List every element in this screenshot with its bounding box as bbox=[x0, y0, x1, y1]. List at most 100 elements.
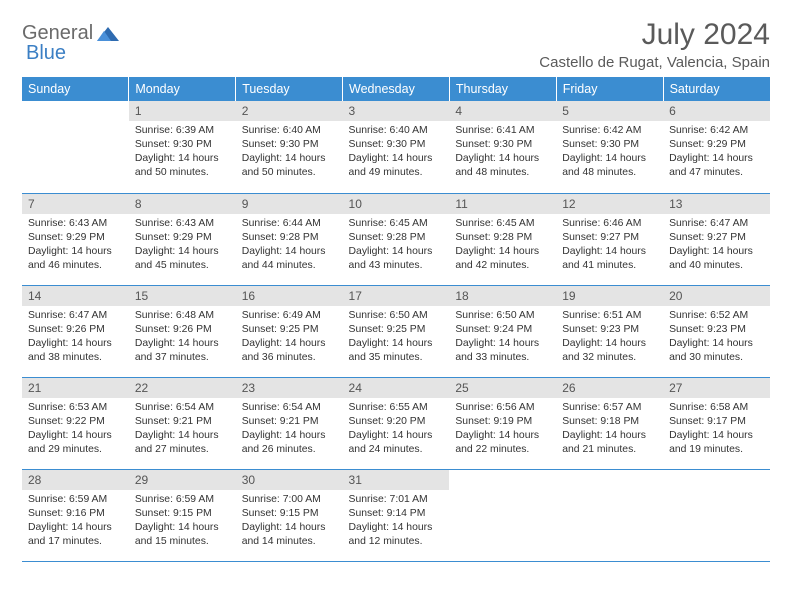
sunset-text: Sunset: 9:22 PM bbox=[28, 415, 123, 429]
sunset-text: Sunset: 9:30 PM bbox=[455, 138, 550, 152]
daylight-text: Daylight: 14 hours and 48 minutes. bbox=[562, 152, 657, 180]
daylight-text: Daylight: 14 hours and 38 minutes. bbox=[28, 337, 123, 365]
weekday-header: Sunday bbox=[22, 77, 129, 101]
day-number: 14 bbox=[22, 286, 129, 306]
calendar-cell: 4Sunrise: 6:41 AMSunset: 9:30 PMDaylight… bbox=[449, 101, 556, 193]
daylight-text: Daylight: 14 hours and 14 minutes. bbox=[242, 521, 337, 549]
day-number: 6 bbox=[663, 101, 770, 121]
day-number: 28 bbox=[22, 470, 129, 490]
calendar-cell: 30 Sunrise: 7:00 AMSunset: 9:15 PMDayligh… bbox=[236, 469, 343, 561]
calendar-row: 21Sunrise: 6:53 AMSunset: 9:22 PMDayligh… bbox=[22, 377, 770, 469]
day-number: 11 bbox=[449, 194, 556, 214]
sunrise-text: Sunrise: 7:00 AM bbox=[242, 493, 337, 507]
calendar-row: 14Sunrise: 6:47 AMSunset: 9:26 PMDayligh… bbox=[22, 285, 770, 377]
sunset-text: Sunset: 9:20 PM bbox=[349, 415, 444, 429]
calendar-cell: 3Sunrise: 6:40 AMSunset: 9:30 PMDaylight… bbox=[343, 101, 450, 193]
calendar-row: 7Sunrise: 6:43 AMSunset: 9:29 PMDaylight… bbox=[22, 193, 770, 285]
calendar-cell: 12 Sunrise: 6:46 AMSunset: 9:27 PMDayligh… bbox=[556, 193, 663, 285]
sunset-text: Sunset: 9:27 PM bbox=[562, 231, 657, 245]
calendar-cell: 11Sunrise: 6:45 AMSunset: 9:28 PMDayligh… bbox=[449, 193, 556, 285]
daylight-text: Daylight: 14 hours and 43 minutes. bbox=[349, 245, 444, 273]
calendar-cell: . bbox=[22, 101, 129, 193]
sunset-text: Sunset: 9:21 PM bbox=[135, 415, 230, 429]
calendar-cell: 5 Sunrise: 6:42 AMSunset: 9:30 PMDaylight… bbox=[556, 101, 663, 193]
day-number: 27 bbox=[663, 378, 770, 398]
calendar-cell: 22Sunrise: 6:54 AMSunset: 9:21 PMDayligh… bbox=[129, 377, 236, 469]
daylight-text: Daylight: 14 hours and 27 minutes. bbox=[135, 429, 230, 457]
daylight-text: Daylight: 14 hours and 46 minutes. bbox=[28, 245, 123, 273]
calendar-cell: 15Sunrise: 6:48 AMSunset: 9:26 PMDayligh… bbox=[129, 285, 236, 377]
sunrise-text: Sunrise: 6:56 AM bbox=[455, 401, 550, 415]
calendar-body: .1Sunrise: 6:39 AMSunset: 9:30 PMDayligh… bbox=[22, 101, 770, 561]
daylight-text: Daylight: 14 hours and 29 minutes. bbox=[28, 429, 123, 457]
daylight-text: Daylight: 14 hours and 12 minutes. bbox=[349, 521, 444, 549]
sunset-text: Sunset: 9:15 PM bbox=[242, 507, 337, 521]
daylight-text: Daylight: 14 hours and 44 minutes. bbox=[242, 245, 337, 273]
calendar-cell: 25Sunrise: 6:56 AMSunset: 9:19 PMDayligh… bbox=[449, 377, 556, 469]
daylight-text: Daylight: 14 hours and 49 minutes. bbox=[349, 152, 444, 180]
daylight-text: Daylight: 14 hours and 30 minutes. bbox=[669, 337, 764, 365]
calendar-cell: 20Sunrise: 6:52 AMSunset: 9:23 PMDayligh… bbox=[663, 285, 770, 377]
sunset-text: Sunset: 9:29 PM bbox=[135, 231, 230, 245]
daylight-text: Daylight: 14 hours and 50 minutes. bbox=[135, 152, 230, 180]
sunset-text: Sunset: 9:28 PM bbox=[455, 231, 550, 245]
sunset-text: Sunset: 9:30 PM bbox=[135, 138, 230, 152]
sunrise-text: Sunrise: 6:53 AM bbox=[28, 401, 123, 415]
sunrise-text: Sunrise: 6:46 AM bbox=[562, 217, 657, 231]
daylight-text: Daylight: 14 hours and 50 minutes. bbox=[242, 152, 337, 180]
sunset-text: Sunset: 9:23 PM bbox=[562, 323, 657, 337]
day-number: 7 bbox=[22, 194, 129, 214]
day-number: 19 bbox=[556, 286, 663, 306]
sunset-text: Sunset: 9:23 PM bbox=[669, 323, 764, 337]
day-number: 21 bbox=[22, 378, 129, 398]
day-number: 16 bbox=[236, 286, 343, 306]
sunrise-text: Sunrise: 6:42 AM bbox=[562, 124, 657, 138]
daylight-text: Daylight: 14 hours and 35 minutes. bbox=[349, 337, 444, 365]
sunrise-text: Sunrise: 6:58 AM bbox=[669, 401, 764, 415]
day-number: 26 bbox=[556, 378, 663, 398]
logo-icon bbox=[97, 27, 119, 41]
daylight-text: Daylight: 14 hours and 17 minutes. bbox=[28, 521, 123, 549]
daylight-text: Daylight: 14 hours and 37 minutes. bbox=[135, 337, 230, 365]
daylight-text: Daylight: 14 hours and 41 minutes. bbox=[562, 245, 657, 273]
daylight-text: Daylight: 14 hours and 45 minutes. bbox=[135, 245, 230, 273]
sunset-text: Sunset: 9:25 PM bbox=[349, 323, 444, 337]
sunset-text: Sunset: 9:24 PM bbox=[455, 323, 550, 337]
sunset-text: Sunset: 9:30 PM bbox=[562, 138, 657, 152]
calendar-cell: 7Sunrise: 6:43 AMSunset: 9:29 PMDaylight… bbox=[22, 193, 129, 285]
weekday-header: Friday bbox=[556, 77, 663, 101]
daylight-text: Daylight: 14 hours and 47 minutes. bbox=[669, 152, 764, 180]
sunrise-text: Sunrise: 6:59 AM bbox=[28, 493, 123, 507]
sunrise-text: Sunrise: 6:40 AM bbox=[349, 124, 444, 138]
sunset-text: Sunset: 9:27 PM bbox=[669, 231, 764, 245]
calendar-cell: 24Sunrise: 6:55 AMSunset: 9:20 PMDayligh… bbox=[343, 377, 450, 469]
sunset-text: Sunset: 9:17 PM bbox=[669, 415, 764, 429]
sunrise-text: Sunrise: 6:54 AM bbox=[135, 401, 230, 415]
sunrise-text: Sunrise: 6:59 AM bbox=[135, 493, 230, 507]
day-number: 5 bbox=[556, 101, 663, 121]
day-number: 24 bbox=[343, 378, 450, 398]
weekday-header: Tuesday bbox=[236, 77, 343, 101]
daylight-text: Daylight: 14 hours and 32 minutes. bbox=[562, 337, 657, 365]
day-number: 1 bbox=[129, 101, 236, 121]
daylight-text: Daylight: 14 hours and 22 minutes. bbox=[455, 429, 550, 457]
day-number: 15 bbox=[129, 286, 236, 306]
day-number: 20 bbox=[663, 286, 770, 306]
daylight-text: Daylight: 14 hours and 40 minutes. bbox=[669, 245, 764, 273]
calendar-cell: 16Sunrise: 6:49 AMSunset: 9:25 PMDayligh… bbox=[236, 285, 343, 377]
header: General July 2024 Castello de Rugat, Val… bbox=[22, 18, 770, 71]
sunrise-text: Sunrise: 6:41 AM bbox=[455, 124, 550, 138]
day-number: 29 bbox=[129, 470, 236, 490]
calendar-cell: 18Sunrise: 6:50 AMSunset: 9:24 PMDayligh… bbox=[449, 285, 556, 377]
daylight-text: Daylight: 14 hours and 15 minutes. bbox=[135, 521, 230, 549]
calendar-cell: 17Sunrise: 6:50 AMSunset: 9:25 PMDayligh… bbox=[343, 285, 450, 377]
sunset-text: Sunset: 9:16 PM bbox=[28, 507, 123, 521]
day-number: 30 bbox=[236, 470, 343, 490]
day-number: 12 bbox=[556, 194, 663, 214]
sunset-text: Sunset: 9:30 PM bbox=[242, 138, 337, 152]
sunrise-text: Sunrise: 6:47 AM bbox=[28, 309, 123, 323]
day-number: 13 bbox=[663, 194, 770, 214]
day-number: 3 bbox=[343, 101, 450, 121]
day-number: 10 bbox=[343, 194, 450, 214]
day-number: 23 bbox=[236, 378, 343, 398]
